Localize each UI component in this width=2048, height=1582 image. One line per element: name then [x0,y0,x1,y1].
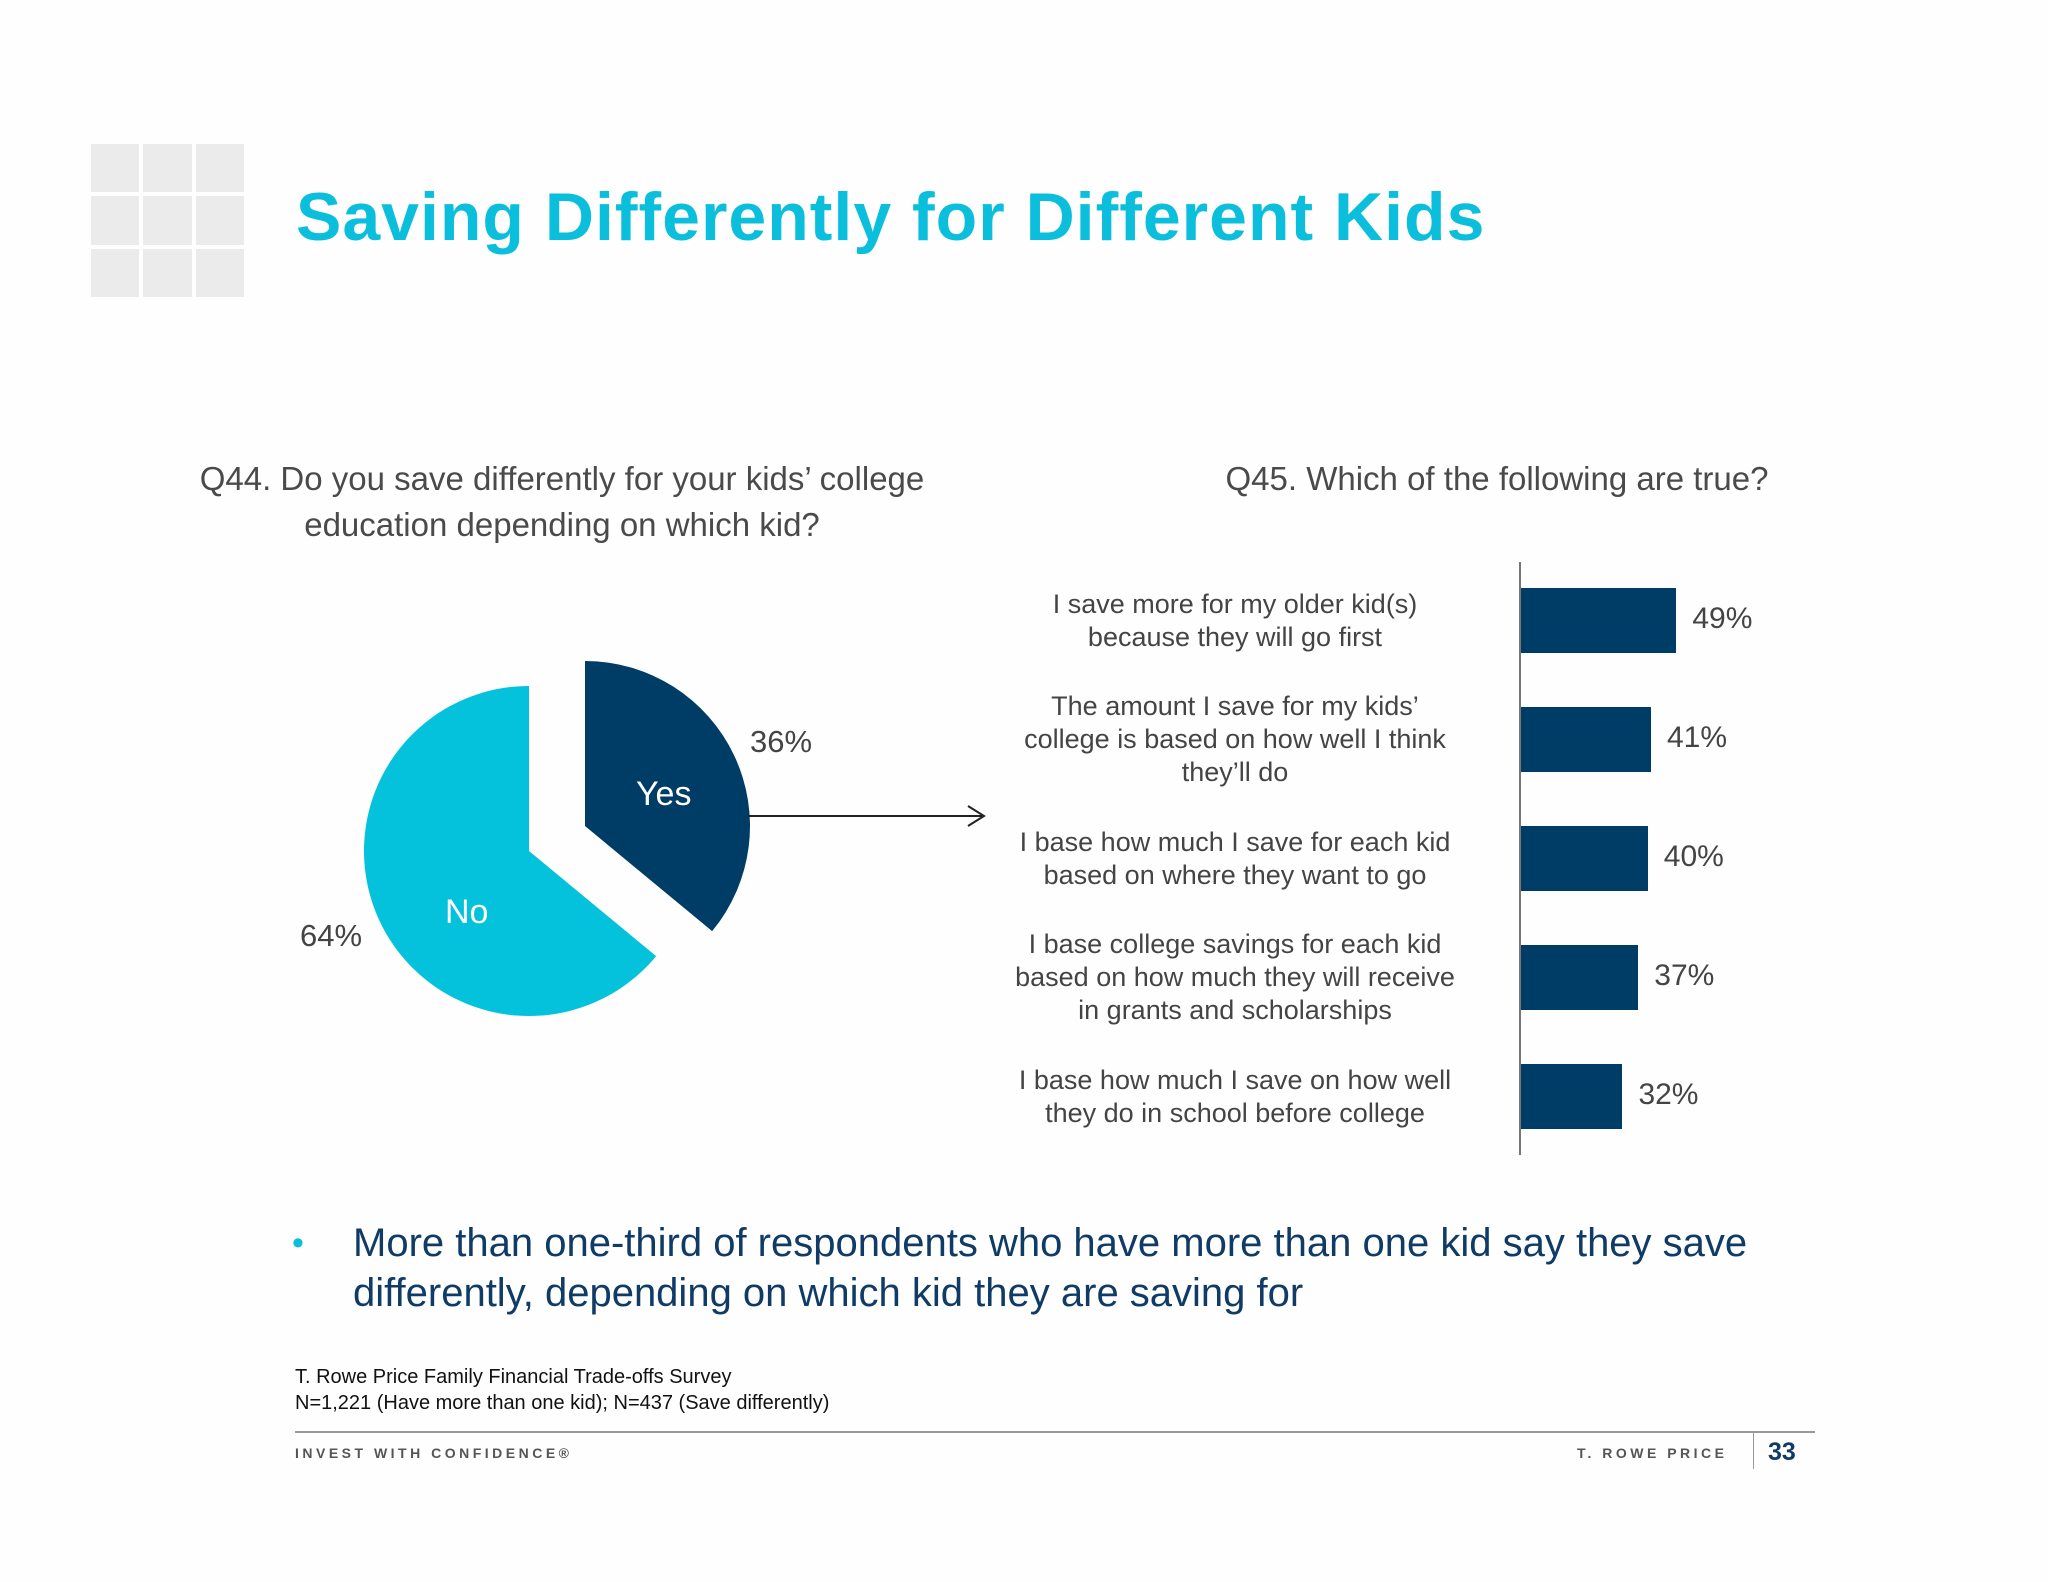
pie-chart-title: Q44. Do you save differently for your ki… [199,460,925,543]
bar-value-label: 49% [1692,602,1753,635]
bar [1521,1064,1623,1129]
bar-category-label: The amount I save for my kids’ college is… [975,690,1495,789]
pie-label-yes: Yes [636,775,692,813]
bullet-text: More than one-third of respondents who h… [353,1221,1748,1315]
footer-divider [295,1431,1815,1433]
bar-category-label-line: based on where they want to go [1043,859,1427,890]
bar-category-label: I save more for my older kid(s) because t… [975,588,1495,654]
bar-category-label-line: in grants and scholarships [1078,995,1392,1025]
bar-category-label-line: I base how much I save for each kid [1019,826,1451,857]
source-line-2: N=1,221 (Have more than one kid); N=437 … [295,1392,830,1414]
pie-label-no: No [445,893,489,931]
slide-title: Saving Differently for Different Kids [296,179,1486,255]
bar-category-label: I base how much I save on how well they d… [975,1064,1495,1130]
bar-category-label-line: based on how much they will receive [1015,962,1455,992]
bar-value-label: 40% [1663,840,1724,873]
source-line-1: T. Rowe Price Family Financial Trade-off… [295,1366,732,1388]
bar-category-label-line: college is based on how well I think [1024,724,1446,754]
footer-vertical-divider [1753,1431,1754,1469]
bar-value-label: 37% [1654,959,1715,992]
pie-slice-yes [585,661,750,932]
pie-label-yes-percent: 36% [750,724,813,759]
bar [1521,826,1648,891]
pie-chart [364,661,986,1016]
bar-category-label-line: I save more for my older kid(s) [1052,588,1418,619]
footer-tagline: INVEST WITH CONFIDENCE® [295,1445,573,1461]
bar-value-label: 41% [1666,721,1728,754]
bar-value-label: 32% [1638,1078,1699,1111]
pie-label-no-percent: 64% [300,918,363,953]
pie-slice-no [364,686,657,1016]
bar-category-label-line: they’ll do [1181,757,1289,787]
bar-category-label-line: I base college savings for each kid [1028,929,1442,959]
bullet-dot-icon: • [292,1224,304,1262]
bullet-point: • More than one-third of respondents who… [292,1218,1852,1318]
bar-category-label-line: they do in school before college [1045,1097,1425,1128]
footer-brand: T. ROWE PRICE [1577,1445,1728,1461]
logo-grid-decoration [91,144,244,297]
bar-category-label-line: The amount I save for my kids’ [1051,691,1419,721]
bar [1521,945,1639,1010]
bar-category-label-line: I base how much I save on how well [1018,1064,1452,1095]
bar [1521,588,1677,653]
bar-chart-title: Q45. Which of the following are true? [1225,460,1769,497]
page-number: 33 [1768,1438,1796,1466]
arrow-head-icon [967,805,986,827]
bar-category-label: I base college savings for each kid based… [975,928,1495,1027]
bar-chart-axis [1519,562,1521,1155]
bar-category-label: I base how much I save for each kid based… [975,826,1495,892]
bar [1521,707,1651,772]
bar-category-label-line: because they will go first [1087,621,1383,652]
